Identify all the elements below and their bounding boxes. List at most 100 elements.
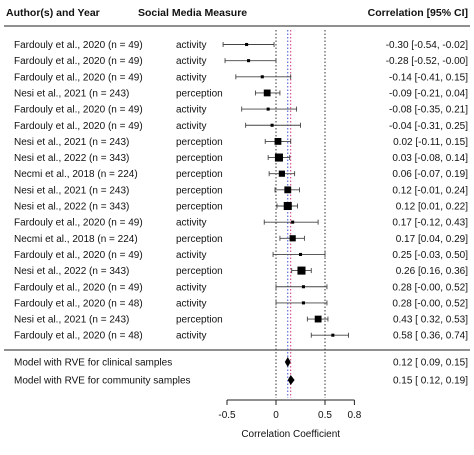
study-label: Fardouly et al., 2020 (n = 48) xyxy=(14,331,143,342)
model-label: Model with RVE for clinical samples xyxy=(14,358,172,369)
study-label: Fardouly et al., 2020 (n = 49) xyxy=(14,250,143,261)
study-label: Nesi et al., 2021 (n = 243) xyxy=(14,137,129,148)
model-ci-label: 0.12 [ 0.09, 0.15] xyxy=(393,358,468,369)
ci-label: -0.30 [-0.54, -0.02] xyxy=(386,40,468,51)
study-label: Necmi et al., 2018 (n = 224) xyxy=(14,234,138,245)
study-row: Fardouly et al., 2020 (n = 49) activity 0.… xyxy=(14,218,468,229)
measure-label: activity xyxy=(176,250,207,261)
measure-label: perception xyxy=(176,202,223,213)
study-row: Nesi et al., 2021 (n = 243) perception 0.0… xyxy=(14,137,468,148)
x-tick-label: -0.5 xyxy=(218,410,236,421)
measure-label: activity xyxy=(176,282,207,293)
study-label: Nesi et al., 2022 (n = 343) xyxy=(14,153,129,164)
measure-label: activity xyxy=(176,121,207,132)
study-row: Fardouly et al., 2020 (n = 49) activity -0… xyxy=(14,121,468,132)
study-row: Nesi et al., 2021 (n = 243) perception 0.4… xyxy=(14,315,468,326)
x-tick-label: 0.8 xyxy=(347,410,361,421)
measure-label: perception xyxy=(176,315,223,326)
model-row: Model with RVE for community samples 0.15… xyxy=(14,375,468,387)
ci-label: -0.09 [-0.21, 0.04] xyxy=(389,88,468,99)
measure-label: perception xyxy=(176,266,223,277)
effect-square xyxy=(289,235,296,242)
reference-lines xyxy=(275,30,326,398)
effect-square xyxy=(263,89,271,97)
study-row: Fardouly et al., 2020 (n = 49) activity -0… xyxy=(14,40,468,51)
ci-label: 0.03 [-0.08, 0.14] xyxy=(392,153,468,164)
measure-label: activity xyxy=(176,298,207,309)
study-row: Nesi et al., 2022 (n = 343) perception 0.0… xyxy=(14,153,468,164)
ci-label: 0.58 [ 0.36, 0.74] xyxy=(393,331,468,342)
ci-label: 0.17 [0.04, 0.29] xyxy=(396,234,469,245)
measure-label: perception xyxy=(176,137,223,148)
ci-label: 0.26 [0.16, 0.36] xyxy=(396,266,469,277)
ci-label: 0.43 [ 0.32, 0.53] xyxy=(393,315,468,326)
ci-label: 0.12 [0.01, 0.22] xyxy=(396,202,469,213)
effect-square xyxy=(283,201,292,211)
effect-square xyxy=(291,220,295,224)
effect-square xyxy=(301,301,305,305)
study-label: Fardouly et al., 2020 (n = 48) xyxy=(14,298,143,309)
study-row: Fardouly et al., 2020 (n = 49) activity -0… xyxy=(14,56,468,67)
effect-square xyxy=(298,252,303,256)
effect-square xyxy=(314,315,322,323)
study-label: Nesi et al., 2021 (n = 243) xyxy=(14,185,129,196)
study-row: Fardouly et al., 2020 (n = 49) activity -0… xyxy=(14,105,468,116)
study-label: Nesi et al., 2022 (n = 343) xyxy=(14,202,129,213)
measure-label: activity xyxy=(176,56,207,67)
study-label: Fardouly et al., 2020 (n = 49) xyxy=(14,218,143,229)
ci-label: 0.06 [-0.07, 0.19] xyxy=(392,169,468,180)
x-tick-label: 0 xyxy=(273,410,279,421)
study-row: Necmi et al., 2018 (n = 224) perception 0.… xyxy=(14,169,468,180)
study-row: Fardouly et al., 2020 (n = 48) activity 0.… xyxy=(14,331,468,342)
ci-label: 0.12 [-0.01, 0.24] xyxy=(392,185,468,196)
effect-square xyxy=(260,75,264,79)
measure-label: activity xyxy=(176,72,207,83)
header-ci: Correlation [95% CI] xyxy=(368,7,468,19)
measure-label: perception xyxy=(176,234,223,245)
measure-label: perception xyxy=(176,88,223,99)
effect-square xyxy=(270,123,274,127)
x-tick-label: 0.5 xyxy=(318,410,332,421)
study-label: Nesi et al., 2021 (n = 243) xyxy=(14,315,129,326)
study-row: Nesi et al., 2022 (n = 343) perception 0.2… xyxy=(14,266,468,277)
effect-square xyxy=(274,138,282,145)
measure-label: perception xyxy=(176,169,223,180)
effect-square xyxy=(266,107,270,111)
study-label: Fardouly et al., 2020 (n = 49) xyxy=(14,40,143,51)
study-label: Necmi et al., 2018 (n = 224) xyxy=(14,169,138,180)
study-label: Fardouly et al., 2020 (n = 49) xyxy=(14,282,143,293)
ci-label: 0.17 [-0.12, 0.43] xyxy=(392,218,468,229)
ci-label: -0.14 [-0.41, 0.15] xyxy=(389,72,468,83)
study-row: Nesi et al., 2021 (n = 243) perception -0.… xyxy=(14,88,468,99)
measure-label: perception xyxy=(176,153,223,164)
effect-square xyxy=(247,59,251,63)
measure-label: activity xyxy=(176,331,207,342)
effect-square xyxy=(278,170,285,177)
ci-label: 0.25 [-0.03, 0.50] xyxy=(392,250,468,261)
study-label: Fardouly et al., 2020 (n = 49) xyxy=(14,121,143,132)
summary-diamond xyxy=(284,357,291,367)
study-row: Fardouly et al., 2020 (n = 49) activity 0.… xyxy=(14,282,468,293)
model-rows: Model with RVE for clinical samples 0.12 … xyxy=(14,357,468,387)
header-measure: Social Media Measure xyxy=(138,7,247,19)
study-label: Fardouly et al., 2020 (n = 49) xyxy=(14,72,143,83)
ci-label: -0.04 [-0.31, 0.25] xyxy=(389,121,468,132)
effect-square xyxy=(274,153,283,162)
study-row: Fardouly et al., 2020 (n = 49) activity -0… xyxy=(14,72,468,83)
study-row: Necmi et al., 2018 (n = 224) perception 0.… xyxy=(14,234,468,245)
study-label: Fardouly et al., 2020 (n = 49) xyxy=(14,105,143,116)
header-group: Author(s) and Year Social Media Measure … xyxy=(6,7,468,19)
header-study: Author(s) and Year xyxy=(6,7,100,19)
ci-label: -0.08 [-0.35, 0.21] xyxy=(389,105,468,116)
effect-square xyxy=(284,186,292,194)
study-row: Nesi et al., 2021 (n = 243) perception 0.1… xyxy=(14,185,468,196)
x-axis-label: Correlation Coefficient xyxy=(241,429,340,440)
measure-label: activity xyxy=(176,40,207,51)
effect-square xyxy=(245,42,249,47)
study-row: Fardouly et al., 2020 (n = 49) activity 0.… xyxy=(14,250,468,261)
measure-label: activity xyxy=(176,105,207,116)
model-ci-label: 0.15 [ 0.12, 0.19] xyxy=(393,376,468,387)
study-row: Fardouly et al., 2020 (n = 48) activity 0.… xyxy=(14,298,468,309)
effect-square xyxy=(301,285,305,289)
